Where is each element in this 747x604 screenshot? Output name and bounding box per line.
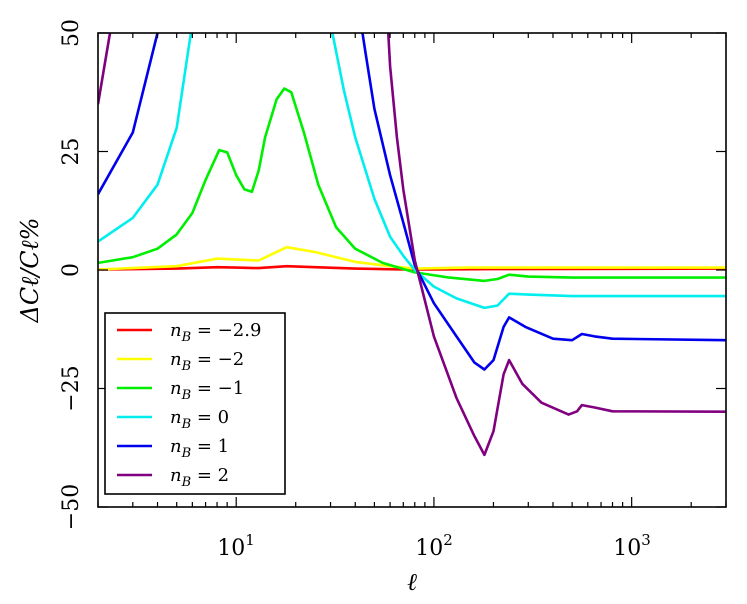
legend: nB = −2.9 nB = −2 nB = −1 nB = 0 nB = 1 nB = … [104, 312, 286, 495]
x-tick-label: 103 [613, 531, 651, 561]
legend-label: nB = −1 [170, 378, 244, 403]
series-layer [98, 33, 726, 457]
y-tick-label: −25 [59, 365, 84, 411]
legend-entries: nB = −2.9 nB = −2 nB = −1 nB = 0 nB = 1 nB = … [117, 320, 261, 490]
y-tick-label: 0 [59, 263, 84, 277]
tick-layer [97, 32, 727, 508]
y-tick-label: −50 [59, 484, 84, 530]
x-tick-label: 102 [415, 531, 453, 561]
legend-box [104, 312, 286, 495]
series-line-1 [98, 245, 726, 271]
y-tick-labels: −50 −25 0 25 50 [59, 19, 84, 530]
legend-label: nB = −2.9 [170, 320, 261, 345]
y-axis-label: ΔCℓ/Cℓ% [16, 218, 44, 324]
x-axis-label: ℓ [407, 568, 417, 596]
legend-label: nB = −2 [170, 349, 244, 374]
series-line-5 [98, 33, 726, 457]
series-line-3 [98, 33, 726, 310]
x-tick-labels: 101 102 103 [217, 531, 651, 561]
series-line-4 [98, 33, 726, 371]
x-tick-label: 101 [217, 531, 255, 561]
legend-label: nB = 1 [170, 436, 229, 461]
legend-label: nB = 2 [170, 465, 229, 490]
legend-label: nB = 0 [170, 407, 229, 432]
series-line-2 [98, 87, 726, 283]
series-line-0 [98, 264, 726, 271]
y-tick-label: 25 [59, 138, 84, 166]
y-tick-label: 50 [59, 19, 84, 47]
